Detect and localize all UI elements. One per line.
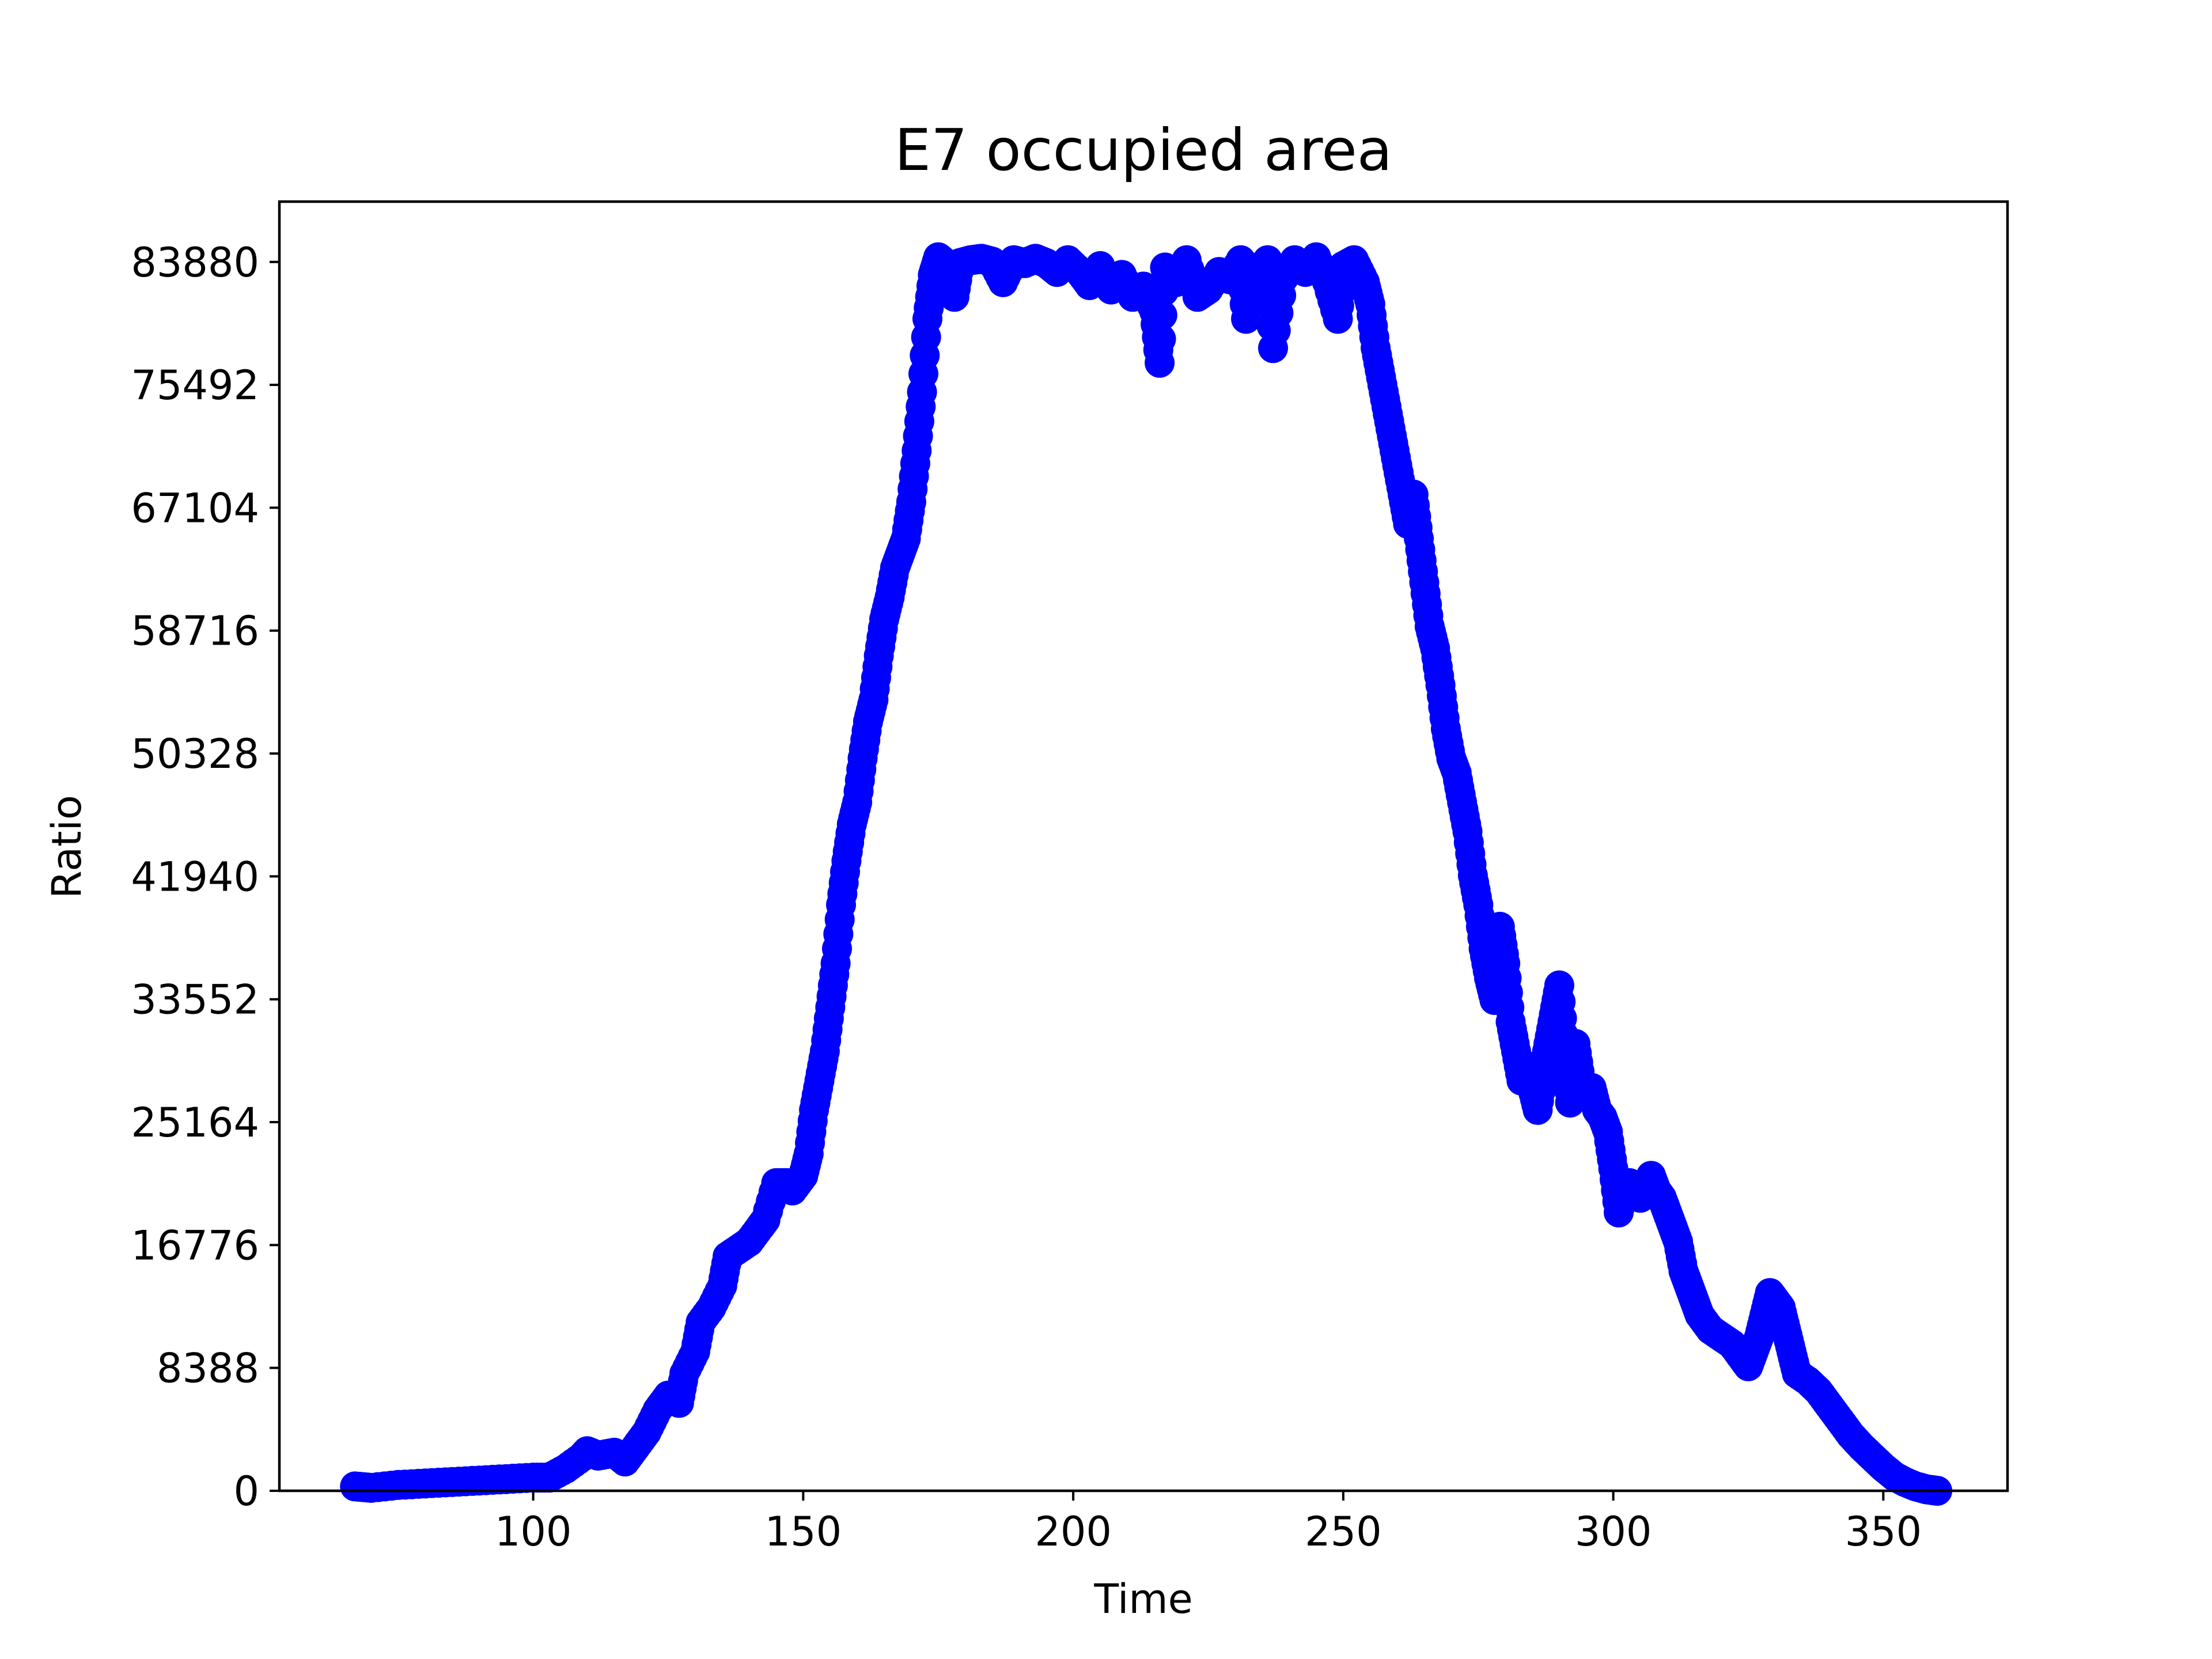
x-tick-label: 100 xyxy=(495,1508,572,1555)
data-series xyxy=(340,242,1953,1506)
y-tick-label: 0 xyxy=(233,1468,259,1515)
y-tick-label: 58716 xyxy=(131,608,259,655)
x-tick-label: 200 xyxy=(1035,1508,1112,1555)
y-tick-label: 16776 xyxy=(131,1222,259,1269)
y-axis: 0 8388 16776 25164 33552 41940 50328 58716 67104… xyxy=(131,239,279,1515)
y-tick-label: 67104 xyxy=(131,484,259,532)
y-tick-label: 8388 xyxy=(157,1345,259,1392)
data-point xyxy=(1147,300,1177,331)
data-point xyxy=(1145,347,1175,378)
x-tick-label: 350 xyxy=(1845,1508,1922,1555)
y-tick-label: 75492 xyxy=(131,362,259,409)
y-tick-label: 41940 xyxy=(131,853,259,900)
y-axis-title: Ratio xyxy=(43,795,90,899)
data-point xyxy=(1146,324,1176,354)
x-axis: 100 150 200 250 300 350 xyxy=(495,1491,1922,1555)
plot-frame xyxy=(278,200,2009,1493)
x-axis-title: Time xyxy=(1093,1575,1192,1623)
x-tick-label: 150 xyxy=(765,1508,842,1555)
chart-title: E7 occupied area xyxy=(895,116,1392,184)
y-tick-label: 33552 xyxy=(131,976,259,1024)
y-tick-label: 83880 xyxy=(131,239,259,286)
y-tick-label: 50328 xyxy=(131,730,259,778)
x-tick-label: 250 xyxy=(1305,1508,1382,1555)
y-tick-label: 25164 xyxy=(131,1099,259,1146)
x-tick-label: 300 xyxy=(1575,1508,1652,1555)
